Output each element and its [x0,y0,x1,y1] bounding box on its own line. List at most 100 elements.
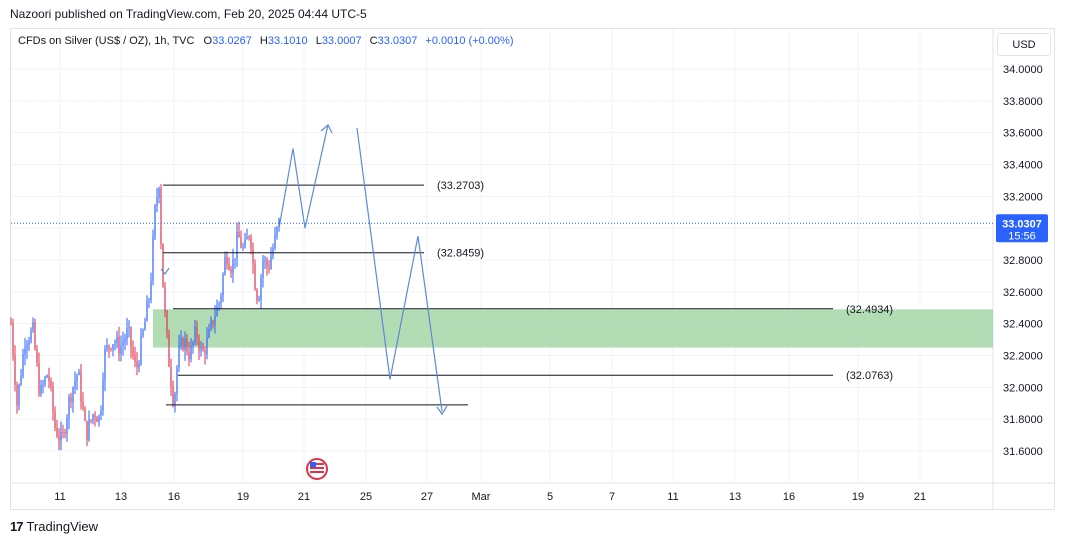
candle-body [188,351,190,360]
candle-body [160,188,162,244]
candle [136,351,138,376]
candle-body [270,256,272,269]
candle [76,373,78,391]
candle-body [132,347,134,356]
x-tick-label: Mar [472,491,491,503]
demand-zone [153,309,993,348]
candle [250,234,252,255]
candle [46,374,48,378]
candle-body [148,299,150,301]
candle [242,242,244,252]
candle [248,235,250,241]
candle [64,428,66,439]
candle-body [74,381,76,388]
candle [220,292,222,309]
candle [18,383,20,411]
close-value: 33.0307 [377,35,418,47]
x-tick-label: 21 [298,491,310,503]
level-label: (32.8459) [437,248,484,260]
brand-label: TradingView [26,519,99,534]
candle-body [138,364,140,368]
candle [108,344,110,359]
candle-body [72,387,74,402]
candle-body [118,336,120,354]
candle [272,243,274,260]
candle-body [24,348,26,355]
candle-body [50,381,52,387]
candle-body [82,401,84,409]
candle [26,339,28,359]
candle [68,393,70,430]
candle [30,327,32,344]
candle [150,272,152,304]
candle-body [174,394,176,405]
candle [132,340,134,360]
candle-body [166,311,168,334]
candle [42,379,44,394]
candle [118,326,120,362]
candle [86,420,88,447]
candle [36,344,38,367]
candle [246,228,248,240]
candle [16,381,18,414]
candle-body [34,322,36,349]
y-tick-label: 34.0000 [1003,64,1043,76]
candle [208,323,210,339]
y-tick-label: 32.0000 [1003,382,1043,394]
candle-body [242,246,244,248]
candle [254,259,256,291]
candle-body [190,345,192,360]
candle-body [198,338,200,351]
candle [202,342,204,352]
candle-body [260,277,262,300]
low-value: 33.0007 [321,35,362,47]
candle [134,346,136,368]
candle-body [200,346,202,351]
candle-body [264,259,266,261]
candle [156,187,158,213]
candle-body [116,336,118,344]
candle [252,242,254,274]
y-tick-label: 33.2000 [1003,191,1043,203]
candle [196,320,198,346]
y-tick-label: 32.4000 [1003,319,1043,331]
currency-selector[interactable]: USD [997,33,1051,56]
candle-body [102,380,104,411]
candle-body [134,355,136,362]
candle-body [28,341,30,345]
candle-body [228,264,230,270]
candle-body [126,328,128,340]
candle-body [214,315,216,325]
candle-body [114,343,116,345]
candle [28,336,30,351]
y-tick-label: 33.8000 [1003,96,1043,108]
candle [66,414,68,442]
candle [162,243,164,288]
candle [140,328,142,366]
candle-body [80,371,82,402]
candle-body [222,274,224,296]
projection-path [356,127,443,412]
candle-body [12,323,14,356]
brand-footer[interactable]: 17 TradingView [10,519,98,534]
candle [12,318,14,361]
candle [82,392,84,411]
candle-body [202,346,204,351]
x-tick-label: 25 [360,491,372,503]
candle [180,330,182,351]
arrow-up-icon [320,124,333,134]
candle [200,341,202,357]
candle-body [268,267,270,269]
candle-body [20,376,22,385]
candle [96,415,98,423]
candle-body [128,327,130,329]
candle-body [130,327,132,348]
candle-body [110,348,112,350]
candle [54,406,56,432]
x-tick-label: 5 [547,491,553,503]
candle-body [112,344,114,350]
candle-body [70,396,72,402]
candle-body [256,289,258,301]
candle [212,319,214,329]
